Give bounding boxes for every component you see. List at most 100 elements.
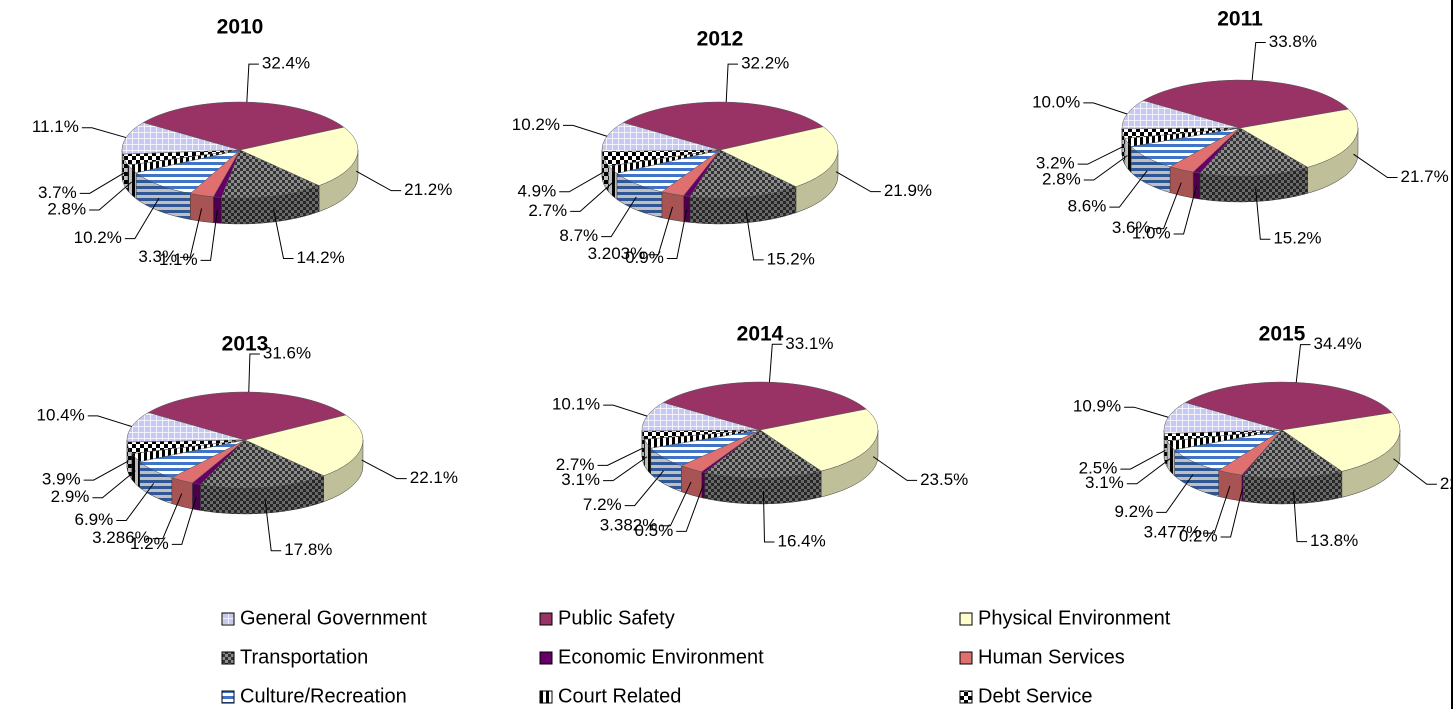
- slice-side-shade: [661, 191, 684, 222]
- leader-line: [81, 127, 127, 139]
- pie-slice: [601, 122, 721, 152]
- leader-line: [1295, 344, 1311, 383]
- slice-side-shade: [1200, 167, 1308, 203]
- leader-line: [1124, 406, 1169, 418]
- slice-side-shade: [171, 477, 193, 509]
- leader-line: [1077, 146, 1124, 165]
- pie-slice: [641, 429, 761, 440]
- pie-tops: [1121, 79, 1359, 177]
- leader-line: [666, 208, 688, 260]
- pie-sides: [121, 149, 359, 225]
- leader-line: [356, 170, 402, 192]
- slice-side-shade: [1131, 146, 1171, 193]
- legend-label: Economic Environment: [558, 646, 764, 668]
- leader-line: [1109, 170, 1148, 208]
- data-label: 10.1%: [552, 395, 600, 414]
- data-label: 3.203%: [588, 244, 646, 263]
- slice-side-shade: [1307, 128, 1358, 194]
- data-label: 10.4%: [37, 405, 85, 424]
- data-label: 2.8%: [1042, 170, 1081, 189]
- data-label: 3.6%: [1112, 218, 1151, 237]
- leader-line: [648, 206, 673, 256]
- slice-side-shade: [642, 431, 645, 466]
- leader-line: [1173, 185, 1198, 235]
- leader-line: [624, 470, 664, 507]
- leader-line: [361, 459, 407, 480]
- legend-swatch: [221, 651, 235, 665]
- pie-slice: [122, 149, 241, 166]
- pie-slice: [239, 126, 359, 186]
- legend-label: Public Safety: [558, 607, 675, 629]
- chart-title: 2015: [1259, 323, 1306, 346]
- data-label: 2.5%: [1079, 459, 1118, 478]
- pie-slice: [759, 408, 879, 472]
- leader-line: [83, 460, 129, 481]
- leader-line: [1156, 474, 1194, 513]
- legend-swatch: [221, 690, 235, 704]
- leader-line: [559, 171, 605, 193]
- slice-side-shade: [136, 172, 191, 220]
- pie-sides: [126, 439, 364, 515]
- pie-slice: [1121, 127, 1241, 139]
- data-label: 9.2%: [1114, 502, 1153, 521]
- data-label: 16.4%: [777, 531, 825, 550]
- pie-sides: [641, 429, 879, 505]
- data-label: 21.7%: [1401, 167, 1449, 186]
- data-label: 10.0%: [1032, 92, 1080, 111]
- leader-line: [116, 483, 155, 521]
- data-label: 2.7%: [528, 201, 567, 220]
- leader-line: [1083, 155, 1128, 181]
- data-label: 3.1%: [1085, 473, 1124, 492]
- legend-swatch: [539, 612, 553, 626]
- pie-tops: [641, 381, 879, 479]
- pie-slice: [601, 149, 721, 167]
- legend-swatch: [539, 690, 553, 704]
- slice-side-shade: [190, 193, 214, 223]
- leader-line: [246, 63, 259, 103]
- legend-label: Debt Service: [978, 685, 1093, 707]
- leader-line: [603, 456, 648, 482]
- slice-side-shade: [1122, 128, 1125, 165]
- pie-labels: 10.1%33.1%23.5%16.4%0.5%3.382%7.2%3.1%2.…: [552, 334, 968, 551]
- data-label: 0.9%: [625, 248, 664, 267]
- leader-line: [171, 496, 197, 545]
- data-label: 15.2%: [767, 249, 815, 268]
- leader-line: [1204, 485, 1231, 534]
- slice-side-shade: [650, 448, 682, 492]
- legend-label: Culture/Recreation: [240, 685, 407, 707]
- slice-side-shade: [681, 465, 702, 498]
- slice-side-shade: [1124, 138, 1132, 173]
- slice-side-shade: [1167, 441, 1175, 476]
- legend-swatch: [959, 690, 973, 704]
- leader-line: [272, 208, 294, 259]
- data-label: 33.1%: [785, 334, 833, 353]
- pie-slice: [1242, 429, 1343, 479]
- leader-line: [1220, 488, 1243, 538]
- chart-title: 2011: [1217, 8, 1263, 31]
- slice-side-shade: [1218, 470, 1242, 502]
- leader-line: [597, 447, 643, 466]
- leader-line: [745, 209, 764, 261]
- pie-sides: [1163, 429, 1401, 505]
- slice-side-shade: [701, 471, 705, 499]
- slice-side-shade: [221, 185, 320, 224]
- data-label: 3.382%: [600, 515, 658, 534]
- data-label: 3.286%: [92, 528, 150, 547]
- pie-labels: 10.9% 34.4% 22.4% 13.8% 0.2%3.477% 9.2% 3.1%2.…: [1073, 334, 1451, 550]
- pie-slice: [641, 402, 761, 432]
- data-label: 8.7%: [559, 226, 598, 245]
- data-label: 3.9%: [42, 470, 81, 489]
- pie-labels: 10.4%31.6%22.1%17.8%1.2%3.286%6.9%2.9%3.…: [37, 344, 458, 560]
- slice-side-shade: [821, 430, 878, 498]
- leader-line: [92, 470, 136, 499]
- legend-label: Human Services: [978, 646, 1125, 668]
- leader-line: [248, 353, 260, 393]
- slice-side-shade: [319, 150, 358, 212]
- slice-side-shade: [1241, 475, 1244, 502]
- data-label: 34.4%: [1314, 334, 1362, 353]
- data-label: 3.1%: [561, 470, 600, 489]
- slice-side-shade: [1341, 430, 1400, 498]
- slice-side-shade: [644, 439, 651, 475]
- leader-line: [200, 210, 218, 261]
- chart-title: 2014: [737, 323, 784, 346]
